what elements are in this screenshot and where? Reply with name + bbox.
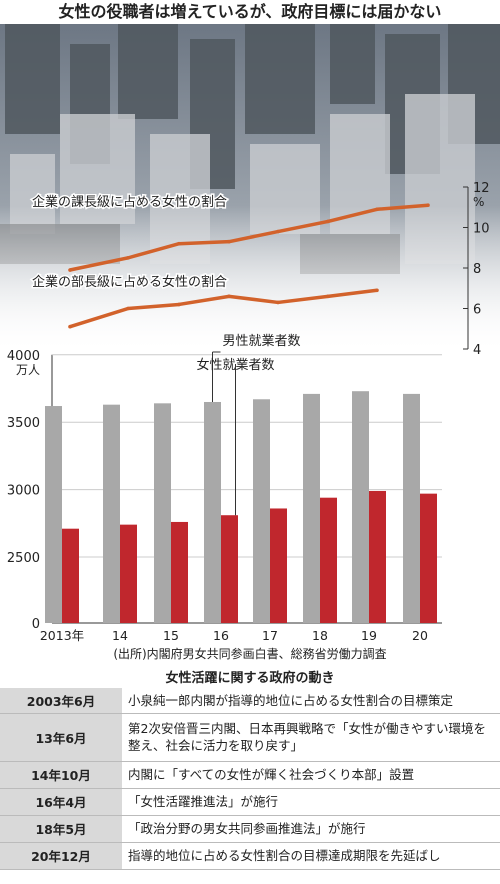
series-point xyxy=(426,203,430,208)
series-point xyxy=(375,207,379,212)
bar-male xyxy=(204,401,221,623)
x-tick-label: 17 xyxy=(262,628,278,643)
x-tick-label: 20 xyxy=(412,628,428,643)
count-unit-label: 万人 xyxy=(16,363,40,377)
timeline-row: 2003年6月 小泉純一郎内閣が指導的地位に占める女性割合の目標策定 xyxy=(0,688,500,714)
timeline-event: 第2次安倍晋三内閣、日本再興戦略で「女性が働きやすい環境を整え、社会に活力を取り… xyxy=(122,713,500,762)
timeline-row: 18年5月 「政治分野の男女共同参画推進法」が施行 xyxy=(0,815,500,843)
timeline-date: 14年10月 xyxy=(0,761,122,789)
series-point xyxy=(227,294,231,299)
chart-source: (出所)内閣府男女共同参画白書、総務省労働力調査 xyxy=(113,647,387,661)
series-point xyxy=(326,294,330,299)
series-point xyxy=(68,324,72,329)
timeline-date: 2003年6月 xyxy=(0,688,122,714)
series-point xyxy=(276,300,280,305)
timeline-row: 14年10月 内閣に「すべての女性が輝く社会づくり本部」設置 xyxy=(0,761,500,789)
series-point xyxy=(177,302,181,307)
timeline-date: 20年12月 xyxy=(0,842,122,870)
male-series-label: 男性就業者数 xyxy=(223,333,301,349)
series-point xyxy=(326,219,330,224)
bar-male xyxy=(403,393,420,623)
pct-tick-label: 4 xyxy=(473,343,481,358)
bar-male xyxy=(253,399,270,623)
pct-tick-label: 6 xyxy=(473,303,481,318)
timeline-title: 女性活躍に関する政府の動き xyxy=(165,671,335,686)
series-point xyxy=(227,239,231,244)
timeline-row: 20年12月 指導的地位に占める女性割合の目標達成期限を先延ばし xyxy=(0,842,500,870)
bar-male xyxy=(103,404,120,623)
count-tick-label: 2500 xyxy=(7,551,40,566)
count-tick-label: 0 xyxy=(32,617,40,632)
series-point xyxy=(126,306,130,311)
timeline-event: 小泉純一郎内閣が指導的地位に占める女性割合の目標策定 xyxy=(122,688,500,714)
pct-tick-label: 8 xyxy=(473,262,481,277)
series-point xyxy=(276,229,280,234)
timeline-table: 2003年6月 小泉純一郎内閣が指導的地位に占める女性割合の目標策定 13年6月 第2… xyxy=(0,688,500,870)
pct-tick-label: 10 xyxy=(473,222,490,237)
bar-female xyxy=(270,508,287,623)
timeline-event: 「政治分野の男女共同参画推進法」が施行 xyxy=(122,815,500,843)
page-title: 女性の役職者は増えているが、政府目標には届かない xyxy=(58,2,442,21)
x-tick-label: 2013年 xyxy=(40,628,84,643)
x-tick-label: 19 xyxy=(361,628,377,643)
series-point xyxy=(375,288,379,293)
bar-female xyxy=(120,524,137,623)
timeline-date: 18年5月 xyxy=(0,815,122,843)
pct-tick-label: 12 xyxy=(473,181,490,196)
timeline-row: 13年6月 第2次安倍晋三内閣、日本再興戦略で「女性が働きやすい環境を整え、社会に… xyxy=(0,713,500,762)
series-label: 企業の部長級に占める女性の割合 xyxy=(32,274,227,290)
x-tick-label: 16 xyxy=(213,628,229,643)
timeline-event: 内閣に「すべての女性が輝く社会づくり本部」設置 xyxy=(122,761,500,789)
bar-female xyxy=(171,521,188,623)
bar-female xyxy=(420,493,437,623)
timeline-date: 16年4月 xyxy=(0,788,122,816)
x-tick-label: 15 xyxy=(163,628,179,643)
series-point xyxy=(68,268,72,272)
timeline-row: 16年4月 「女性活躍推進法」が施行 xyxy=(0,788,500,816)
bar-male xyxy=(154,403,171,623)
bar-male xyxy=(303,393,320,623)
timeline-date: 13年6月 xyxy=(0,713,122,762)
timeline-event: 「女性活躍推進法」が施行 xyxy=(122,788,500,816)
bar-female xyxy=(369,490,386,623)
bar-female xyxy=(62,528,79,623)
timeline-event: 指導的地位に占める女性割合の目標達成期限を先延ばし xyxy=(122,842,500,870)
pct-unit-label: % xyxy=(473,195,484,209)
city-photo-background xyxy=(0,24,500,354)
series-line-section-chief xyxy=(69,203,429,272)
series-point xyxy=(177,241,181,246)
bar-female xyxy=(320,497,337,623)
count-tick-label: 4000 xyxy=(7,349,40,364)
series-point xyxy=(126,256,130,260)
count-tick-label: 3500 xyxy=(7,416,40,431)
x-tick-label: 14 xyxy=(112,628,128,643)
bar-male xyxy=(352,391,369,623)
female-series-label: 女性就業者数 xyxy=(196,357,274,373)
count-tick-label: 3000 xyxy=(7,484,40,499)
bar-female xyxy=(221,515,238,623)
series-label: 企業の課長級に占める女性の割合 xyxy=(32,194,227,210)
series-line-department-head xyxy=(69,288,378,329)
bar-male xyxy=(45,406,62,623)
x-tick-label: 18 xyxy=(312,628,328,643)
